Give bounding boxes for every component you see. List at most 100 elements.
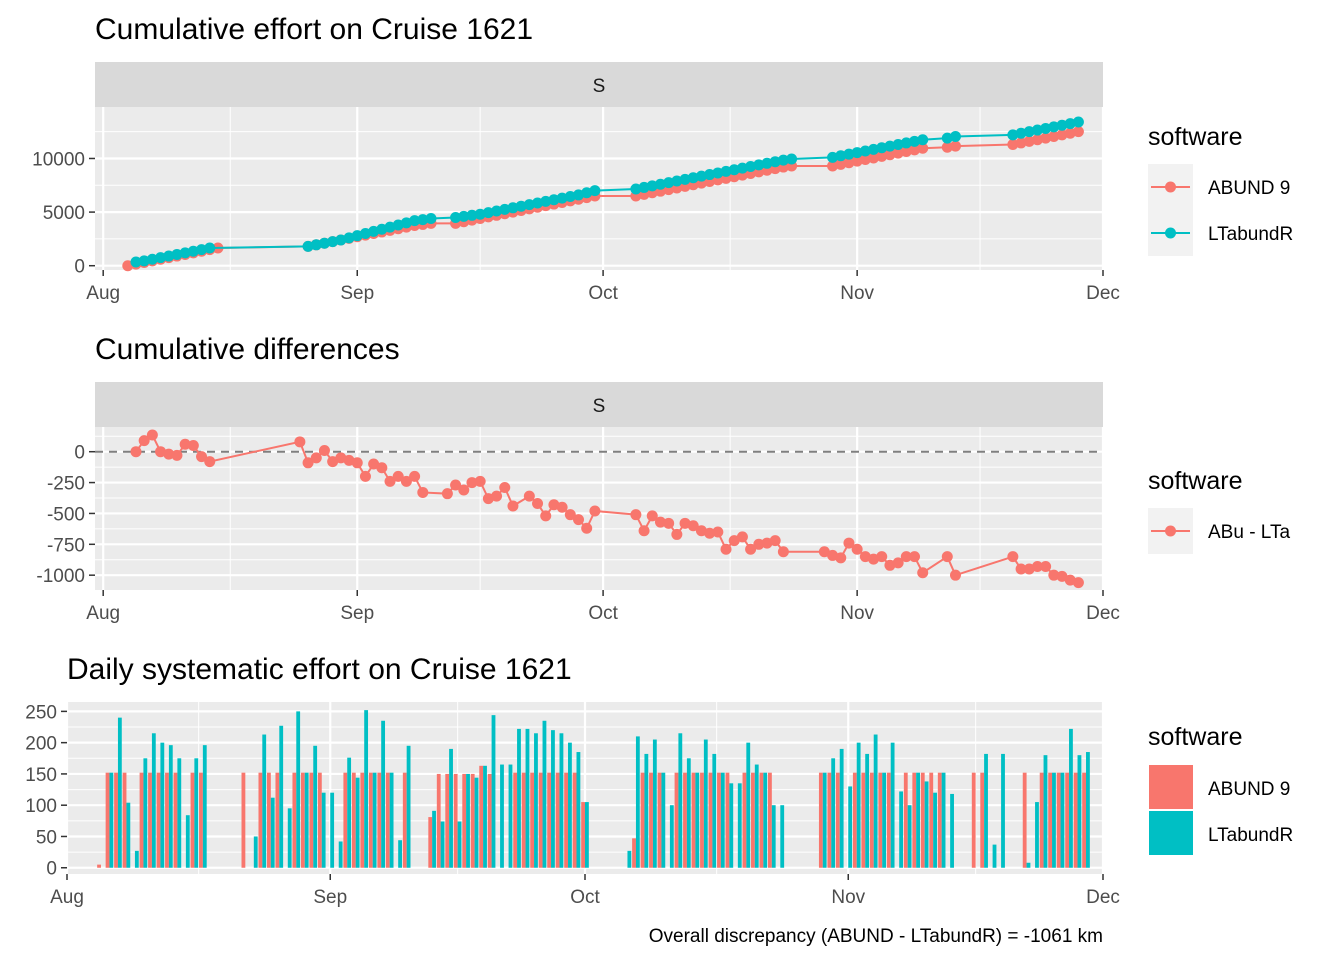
bar-abund	[683, 772, 687, 868]
data-point-ltabundr	[876, 142, 888, 154]
bar-ltabundr	[1077, 755, 1082, 868]
y-tick-label: -500	[47, 504, 85, 525]
bar-ltabundr	[873, 734, 878, 868]
data-point-abu-lta	[351, 457, 363, 469]
bar-ltabundr	[933, 792, 937, 868]
bar-abund	[818, 772, 823, 868]
data-point-ltabundr	[712, 167, 724, 179]
bar-ltabundr	[576, 752, 581, 868]
data-point-abund-9	[909, 144, 921, 156]
x-tick-label: Oct	[588, 283, 618, 304]
chart-title-cumulative-effort: Cumulative effort on Cruise 1621	[95, 13, 533, 46]
bar-ltabundr	[338, 841, 343, 868]
bar-ltabundr	[984, 753, 988, 868]
data-point-abund-9	[1072, 126, 1084, 138]
bar-ltabundr	[652, 739, 657, 868]
bar-ltabundr	[737, 783, 742, 868]
bar-abund	[581, 802, 585, 868]
bar-ltabundr	[143, 758, 148, 868]
bar-ltabundr	[109, 772, 114, 868]
data-point-abu-lta	[876, 551, 888, 563]
bar-ltabundr	[1052, 772, 1056, 868]
data-point-abu-lta	[532, 498, 544, 510]
bar-abund	[632, 838, 636, 868]
data-point-ltabundr	[187, 245, 199, 257]
data-point-abu-lta	[851, 543, 863, 555]
bar-abund	[343, 772, 348, 868]
data-point-ltabundr	[909, 135, 921, 147]
data-point-abu-lta	[712, 526, 724, 538]
data-point-ltabundr	[163, 250, 175, 262]
bar-abund	[105, 772, 110, 868]
bar-abund	[199, 772, 203, 868]
legend-label: ABUND 9	[1208, 178, 1290, 199]
data-point-ltabundr	[892, 139, 904, 151]
bar-abund	[402, 772, 407, 868]
data-point-abu-lta	[900, 551, 912, 563]
bar-abund	[317, 772, 322, 868]
data-point-ltabundr	[679, 173, 691, 185]
bar-ltabundr	[686, 758, 691, 868]
data-point-ltabundr	[1040, 122, 1052, 134]
bar-abund	[869, 772, 874, 868]
data-point-abu-lta	[523, 490, 535, 502]
data-point-ltabundr	[482, 207, 494, 219]
data-point-abu-lta	[1048, 569, 1060, 581]
bar-abund	[937, 772, 942, 868]
bar-ltabundr	[287, 808, 292, 868]
bar-ltabundr	[491, 715, 496, 868]
bar-abund	[241, 772, 246, 868]
x-tick-label: Dec	[1086, 283, 1120, 304]
data-point-ltabundr	[941, 132, 953, 144]
data-point-abund-9	[122, 260, 134, 272]
bar-ltabundr	[780, 805, 785, 868]
data-point-abu-lta	[581, 522, 593, 534]
data-point-abund-9	[1056, 129, 1068, 141]
data-point-ltabundr	[450, 211, 462, 223]
bar-ltabundr	[466, 773, 470, 868]
legend-label: ABu - LTa	[1208, 522, 1290, 543]
data-point-abu-lta	[187, 440, 199, 452]
data-point-abu-lta	[441, 488, 453, 500]
bar-abund	[835, 772, 840, 868]
bar-abund	[487, 773, 492, 868]
bar-ltabundr	[950, 793, 954, 868]
data-point-ltabundr	[704, 169, 716, 181]
x-tick-label: Oct	[570, 887, 600, 908]
data-point-abu-lta	[138, 435, 150, 447]
bar-ltabundr	[831, 758, 836, 868]
bar-abund	[657, 772, 662, 868]
bar-abund	[547, 772, 552, 868]
data-point-ltabundr	[949, 130, 961, 142]
bar-ltabundr	[941, 772, 946, 868]
data-point-ltabundr	[532, 197, 544, 209]
data-point-ltabundr	[491, 205, 503, 217]
data-point-abund-9	[1023, 135, 1035, 147]
bar-abund	[912, 772, 917, 868]
data-point-ltabundr	[1023, 126, 1035, 138]
data-point-abund-9	[876, 150, 888, 162]
y-tick-label: 150	[25, 765, 57, 786]
data-point-abu-lta	[1007, 551, 1019, 563]
bar-abund	[980, 772, 985, 868]
facet-strip	[95, 62, 1103, 107]
x-tick-label: Sep	[313, 887, 347, 908]
data-point-ltabundr	[720, 165, 732, 177]
bar-ltabundr	[321, 792, 326, 868]
bar-abund	[385, 772, 390, 868]
bar-abund	[759, 772, 764, 868]
bar-abund	[122, 772, 127, 868]
data-point-abund-9	[1007, 139, 1019, 151]
bar-ltabundr	[856, 742, 861, 868]
data-point-ltabundr	[884, 140, 896, 152]
data-point-ltabundr	[630, 183, 642, 195]
data-point-ltabundr	[196, 244, 208, 256]
x-tick-label: Sep	[340, 603, 374, 624]
x-tick-label: Oct	[588, 603, 618, 624]
bar-ltabundr	[568, 742, 572, 868]
bar-ltabundr	[330, 792, 335, 868]
data-point-abund-9	[851, 155, 863, 167]
bar-abund	[453, 773, 458, 868]
bar-ltabundr	[398, 840, 403, 868]
data-point-ltabundr	[1007, 129, 1019, 141]
